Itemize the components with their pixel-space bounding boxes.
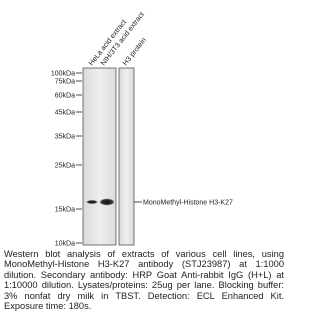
- marker-label: 35kDa: [55, 134, 75, 141]
- gel-panel: [119, 68, 134, 245]
- gel-panel: [83, 68, 116, 245]
- figure: MonoMethyl-Histone H3-K27 HeLa acid extr…: [0, 0, 288, 330]
- marker-label: 25kDa: [55, 163, 75, 170]
- marker-label: 100kDa: [51, 71, 75, 78]
- marker-label: 60kDa: [55, 93, 75, 100]
- blot: MonoMethyl-Histone H3-K27 HeLa acid extr…: [0, 0, 288, 250]
- band: [86, 200, 98, 204]
- band-label: MonoMethyl-Histone H3-K27: [143, 200, 233, 207]
- caption: Western blot analysis of extracts of var…: [4, 249, 284, 311]
- marker-label: 45kDa: [55, 110, 75, 117]
- marker-label: 10kDa: [55, 241, 75, 248]
- marker-label: 15kDa: [55, 207, 75, 214]
- band: [99, 198, 115, 205]
- marker-label: 75kDa: [55, 79, 75, 86]
